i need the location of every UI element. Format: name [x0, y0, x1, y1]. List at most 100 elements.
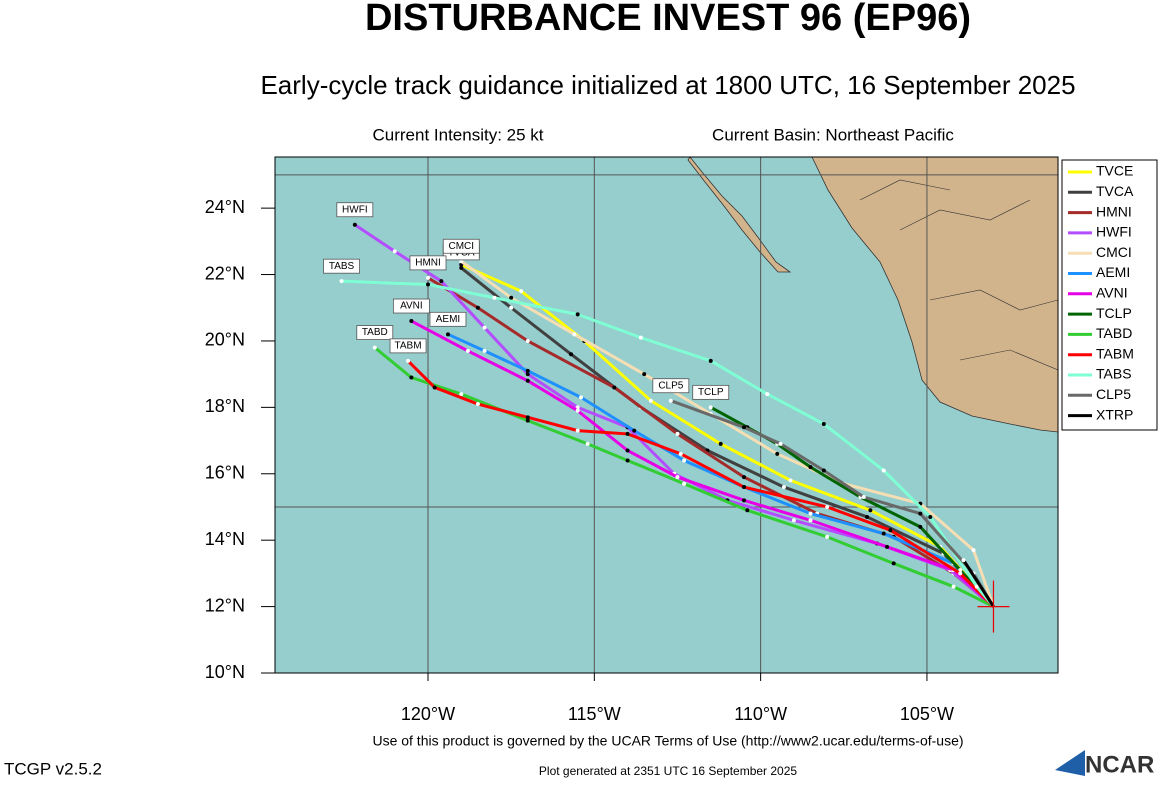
track-point	[525, 338, 530, 343]
track-point	[525, 378, 530, 383]
track-label-box	[336, 202, 374, 218]
track-point	[821, 421, 826, 426]
track-point	[971, 548, 976, 553]
track-point	[865, 514, 870, 519]
track-point	[775, 451, 780, 456]
track-label: TCLP	[698, 387, 724, 398]
track-point	[718, 441, 723, 446]
track-point	[465, 348, 470, 353]
track-point	[808, 511, 813, 516]
legend-label: AVNI	[1096, 285, 1128, 301]
track-point	[492, 295, 497, 300]
chart-title: DISTURBANCE INVEST 96 (EP96)	[365, 0, 971, 39]
track-point	[475, 402, 480, 407]
track-point	[888, 528, 893, 533]
legend-label: TVCE	[1096, 163, 1133, 179]
track-label: HWFI	[342, 204, 368, 215]
tracks	[339, 222, 995, 608]
track-point	[519, 289, 524, 294]
track-label: TABD	[362, 327, 388, 338]
track	[427, 276, 995, 608]
track-point	[928, 514, 933, 519]
track-point	[352, 222, 357, 227]
track-point	[885, 544, 890, 549]
y-tick-label: 10°N	[205, 662, 245, 682]
track-point	[525, 415, 530, 420]
track-point	[372, 345, 377, 350]
track-point	[682, 481, 687, 486]
y-tick-label: 24°N	[205, 197, 245, 217]
track-point	[825, 504, 830, 509]
track-label: AEMI	[436, 314, 460, 325]
track-point	[791, 518, 796, 523]
track-point	[482, 348, 487, 353]
y-tick-label: 12°N	[205, 595, 245, 615]
storm-position	[977, 580, 1010, 633]
y-tick-label: 20°N	[205, 330, 245, 350]
x-tick-label: 105°W	[900, 704, 954, 724]
track-label: TABM	[395, 341, 422, 352]
track-point	[409, 319, 414, 324]
track-point	[675, 431, 680, 436]
legend-label: HWFI	[1096, 224, 1132, 240]
track-point	[459, 392, 464, 397]
legend-items: TVCE TVCA HMNI HWFI CMCI AEMI AVNI TCLP TABD TABM…	[1068, 163, 1134, 422]
logo-mark	[1055, 750, 1085, 776]
track-point	[642, 372, 647, 377]
track-point	[745, 508, 750, 513]
track-point	[525, 418, 530, 423]
track-point	[409, 375, 414, 380]
track-point	[918, 511, 923, 516]
track-point	[668, 398, 673, 403]
track-point	[525, 368, 530, 373]
track-point	[569, 352, 574, 357]
track-point	[742, 485, 747, 490]
track-point	[509, 295, 514, 300]
track-point	[575, 408, 580, 413]
track-point	[625, 448, 630, 453]
track-point	[951, 584, 956, 589]
legend-label: HMNI	[1096, 203, 1132, 219]
track-point	[808, 518, 813, 523]
track-point	[475, 305, 480, 310]
track-point	[742, 425, 747, 430]
track-label-box	[323, 258, 360, 274]
track-label: AVNI	[400, 301, 423, 312]
track-point	[918, 524, 923, 529]
track-point	[638, 335, 643, 340]
logo: NCAR	[1085, 751, 1154, 778]
track-point	[881, 531, 886, 536]
track-point	[868, 508, 873, 513]
y-tick-label: 14°N	[205, 529, 245, 549]
footer: Use of this product is governed by the U…	[372, 733, 963, 749]
track-label: TABS	[329, 261, 355, 272]
track-point	[459, 265, 464, 270]
track-point	[426, 275, 431, 280]
legend-label: XTRP	[1096, 406, 1133, 422]
basin: Current Basin: Northeast Pacific	[712, 125, 954, 144]
track-point	[861, 495, 866, 500]
track-point	[439, 279, 444, 284]
track-point	[778, 441, 783, 446]
legend-label: AEMI	[1096, 264, 1130, 280]
x-tick-label: 115°W	[568, 704, 621, 724]
track	[373, 346, 995, 608]
track-label-box	[389, 338, 427, 354]
track-point	[445, 332, 450, 337]
generated: Plot generated at 2351 UTC 16 September …	[539, 764, 797, 778]
track-label-box	[442, 238, 480, 254]
track-point	[742, 498, 747, 503]
track-label: CMCI	[448, 241, 474, 252]
version: TCGP v2.5.2	[4, 759, 102, 778]
y-tick-label: 18°N	[205, 396, 245, 416]
track-point	[525, 372, 530, 377]
track-point	[708, 405, 713, 410]
track-label-box	[429, 311, 467, 327]
track-point	[612, 385, 617, 390]
grid	[261, 157, 1058, 681]
track-point	[406, 358, 411, 363]
track-point	[788, 478, 793, 483]
chart-subtitle: Early-cycle track guidance initialized a…	[260, 70, 1075, 100]
